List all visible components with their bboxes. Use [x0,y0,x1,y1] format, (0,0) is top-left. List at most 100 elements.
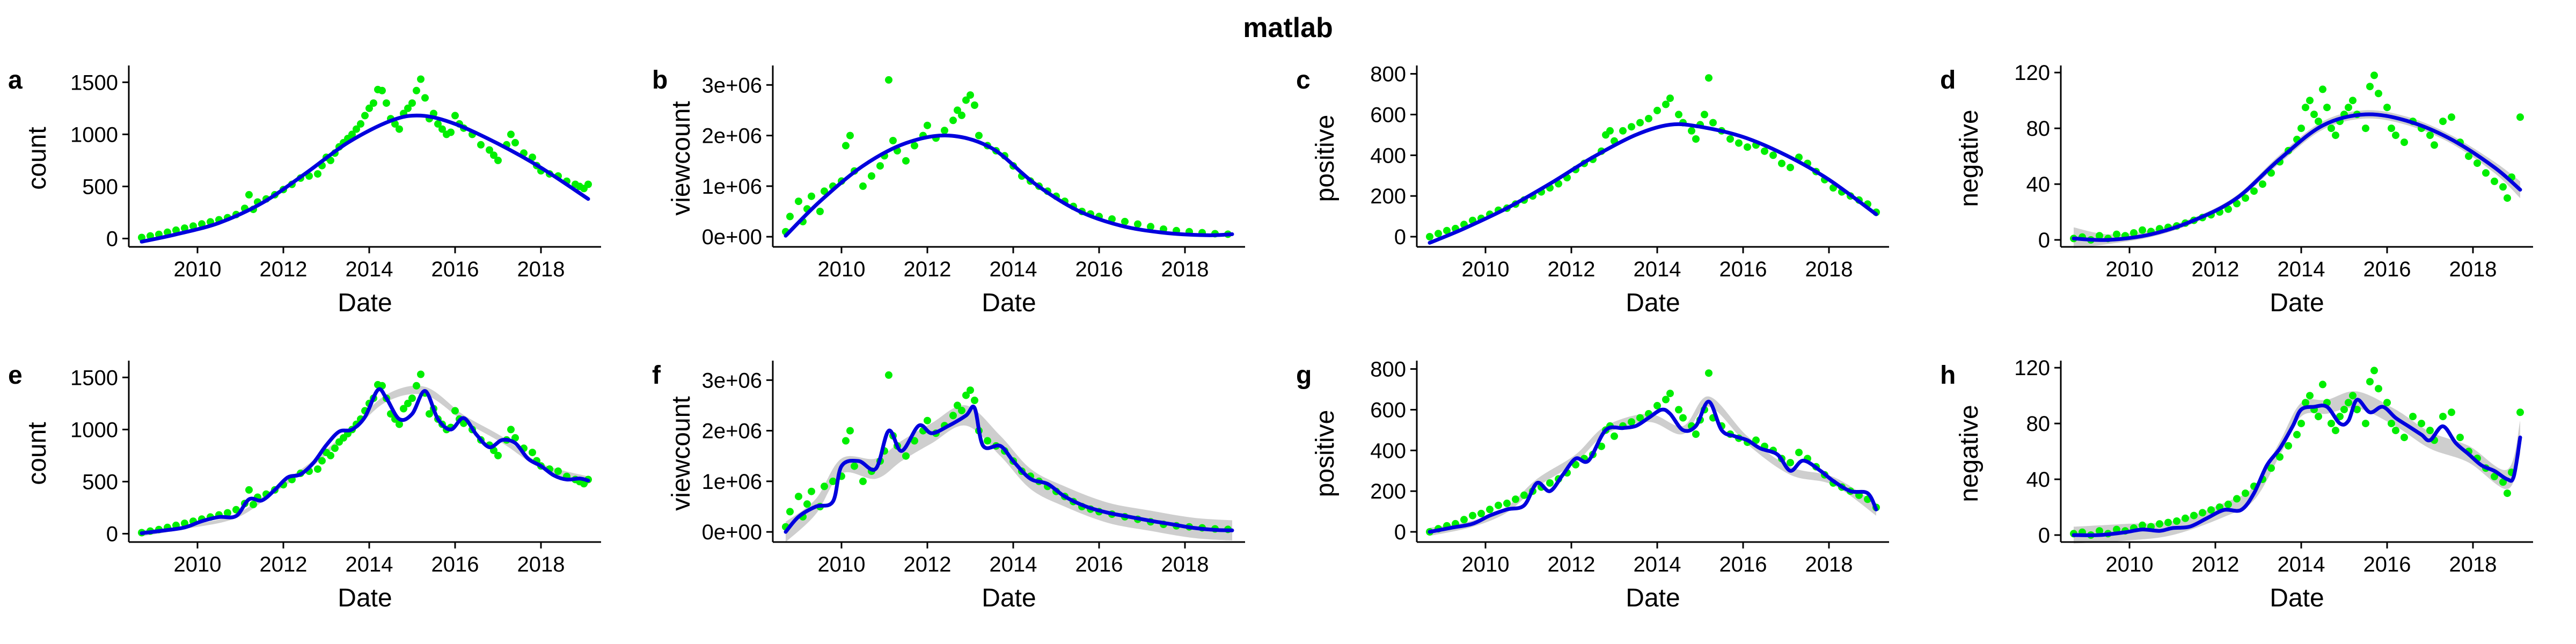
data-point [1495,501,1502,509]
y-tick-label: 800 [1370,358,1406,382]
data-point [868,172,875,180]
data-point [2392,131,2399,140]
data-point [967,91,974,99]
data-point [1121,217,1129,225]
x-tick-label: 2010 [1462,258,1510,281]
data-point [2096,232,2103,240]
panel-label: h [1940,361,1956,390]
x-tick-label: 2016 [1075,258,1123,281]
y-tick-label: 1e+06 [702,175,762,199]
data-point [2383,399,2391,407]
data-point [490,151,497,159]
data-point [1520,491,1528,499]
y-tick-label: 0 [106,227,118,251]
data-point [2465,152,2472,160]
data-point [2345,399,2352,407]
data-point [2319,380,2326,389]
y-tick-label: 3e+06 [702,74,762,97]
x-tick-label: 2016 [2363,258,2411,281]
data-point [413,86,420,94]
data-point [2439,118,2447,126]
y-axis-title: count [23,127,52,189]
data-point [962,96,970,104]
data-point [1692,135,1700,143]
data-point [911,142,918,150]
data-point [1675,406,1682,414]
data-point [554,467,562,475]
data-point [885,371,892,379]
data-point [1662,396,1670,404]
data-point [902,157,910,165]
x-axis-title: Date [338,584,392,612]
data-point [2401,138,2408,147]
data-point [2233,200,2241,208]
x-tick-label: 2016 [431,258,479,281]
data-point [885,76,892,84]
data-point [1705,369,1713,377]
x-tick-label: 2012 [904,553,952,576]
y-tick-label: 0e+00 [702,225,762,249]
data-point [2267,464,2275,472]
data-point [971,101,978,109]
x-tick-label: 2014 [2278,553,2325,576]
data-point [250,501,257,509]
data-point [1679,414,1687,422]
panel-b: b 0e+00 1e+06 2e+06 3e+06 2010 2012 2014 2016 201… [652,65,1245,317]
data-point [808,487,815,495]
data-point [584,180,592,188]
data-point [314,170,321,178]
panel-a: a 0 500 1000 1500 2010 2012 2014 2016 2018 Date cou… [8,65,601,317]
x-tick-label: 2016 [431,553,479,576]
panel-label: e [8,361,23,390]
y-tick-label: 120 [2014,356,2050,380]
data-point [477,141,485,149]
panel-label: c [1296,66,1311,94]
data-point [421,94,429,102]
data-point [842,142,850,150]
data-point [1645,115,1652,122]
data-point [2340,406,2348,414]
data-point [851,462,858,470]
data-point [876,162,884,170]
data-point [507,130,515,138]
data-point [1546,479,1554,487]
data-point [2491,177,2498,185]
x-tick-label: 2018 [1161,553,1209,576]
data-point [1611,432,1618,440]
figure-title: matlab [1243,12,1333,43]
data-point [2456,434,2464,442]
y-tick-label: 600 [1370,103,1406,127]
data-point [327,156,334,164]
x-tick-label: 2010 [2106,258,2154,281]
data-point [2362,420,2369,428]
data-point [2383,104,2391,112]
data-point [1653,401,1661,409]
data-point [2392,427,2399,435]
data-point [846,131,854,140]
data-point [2349,392,2357,400]
panel-label: a [8,66,23,94]
data-point [1435,230,1442,238]
data-point [2096,527,2103,535]
data-point [1606,127,1614,135]
data-point [2366,378,2374,386]
x-tick-label: 2010 [1462,553,1510,576]
data-point [1636,414,1644,422]
confidence-band [1430,396,1876,536]
x-tick-label: 2012 [904,258,952,281]
y-axis-title: viewcount [667,101,696,215]
data-point [984,437,991,445]
x-tick-label: 2018 [2449,553,2497,576]
x-tick-label: 2012 [260,553,308,576]
panel-label: d [1940,66,1956,94]
data-point [413,382,420,390]
x-tick-label: 2014 [346,553,393,576]
data-point [2418,420,2425,428]
data-point [2504,194,2511,202]
data-point [1134,220,1141,228]
data-point [1795,449,1803,457]
x-axis-title: Date [982,584,1036,612]
data-point [2516,408,2524,416]
data-point [889,137,897,144]
data-point [1761,147,1768,155]
